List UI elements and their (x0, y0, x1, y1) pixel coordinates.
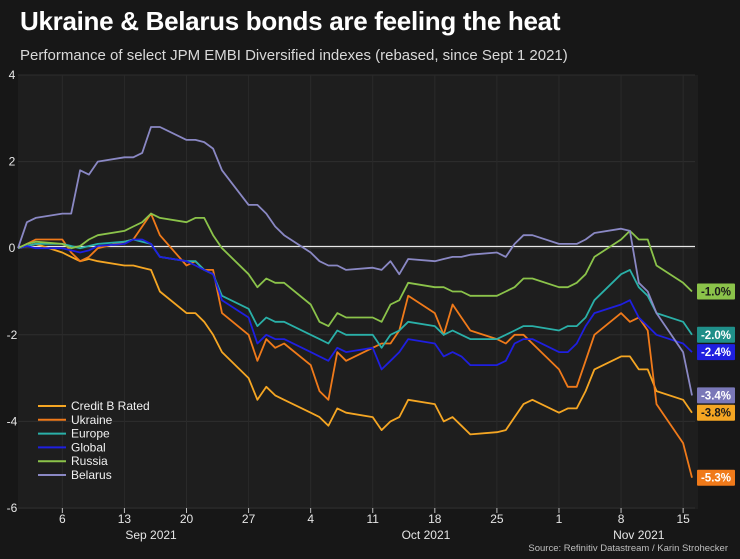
x-tick-label: 18 (428, 512, 442, 526)
month-label: Oct 2021 (402, 528, 451, 542)
end-label-text: -3.4% (701, 390, 731, 402)
legend-label: Belarus (71, 468, 112, 482)
month-label: Sep 2021 (125, 528, 177, 542)
x-tick-label: 20 (180, 512, 194, 526)
y-tick-label: 0 (9, 241, 16, 255)
x-tick-label: 27 (242, 512, 256, 526)
gridlines (18, 74, 695, 509)
end-label-box (697, 326, 735, 343)
legend-label: Europe (71, 427, 110, 441)
end-label-box (697, 344, 735, 361)
end-label-global: -2.4% (697, 344, 735, 361)
end-label-text: -3.8% (701, 408, 731, 420)
x-tick-label: 6 (59, 512, 66, 526)
legend-label: Global (71, 440, 106, 454)
x-tick-label: 8 (618, 512, 625, 526)
y-tick-label: -6 (7, 501, 18, 515)
source-note: Source: Refinitiv Datastream / Karin Str… (528, 543, 728, 554)
end-label-text: -1.0% (701, 287, 731, 299)
month-label: Nov 2021 (613, 528, 665, 542)
end-label-box (697, 387, 735, 404)
end-label-europe: -2.0% (697, 326, 735, 343)
end-label-box (697, 283, 735, 300)
end-label-ukraine: -5.3% (697, 469, 735, 486)
series-line-credit-b-rated (17, 242, 693, 436)
x-tick-label: 15 (676, 512, 690, 526)
end-label-russia: -1.0% (697, 283, 735, 300)
x-tick-label: 13 (118, 512, 132, 526)
end-label-text: -2.4% (701, 347, 731, 359)
y-tick-label: 4 (9, 68, 16, 82)
series-line-belarus (17, 126, 693, 396)
legend-label: Russia (71, 454, 108, 468)
x-tick-label: 25 (490, 512, 504, 526)
series-lines (17, 126, 693, 478)
end-label-box (697, 404, 735, 421)
series-line-global (17, 238, 693, 371)
y-tick-label: 2 (9, 155, 16, 169)
chart-title: Ukraine & Belarus bonds are feeling the … (20, 6, 561, 36)
end-label-text: -5.3% (701, 473, 731, 485)
end-label-text: -2.0% (701, 330, 731, 342)
end-label-belarus: -3.4% (697, 387, 735, 404)
legend-label: Ukraine (71, 413, 113, 427)
plot-area (18, 75, 698, 509)
chart-subtitle: Performance of select JPM EMBI Diversifi… (20, 47, 568, 64)
end-labels: -3.8% -5.3% -2.0% -2.4% -1.0% -3.4% (697, 283, 735, 486)
x-tick-label: 1 (556, 512, 563, 526)
y-tick-label: -2 (7, 328, 18, 342)
end-label-box (697, 469, 735, 486)
legend-label: Credit B Rated (71, 399, 150, 413)
x-tick-label: 4 (307, 512, 314, 526)
x-tick-label: 11 (367, 512, 380, 526)
series-line-russia (17, 212, 693, 328)
y-tick-label: -4 (7, 414, 18, 428)
legend: Credit B RatedUkraineEuropeGlobalRussiaB… (38, 399, 150, 482)
end-label-credit-b-rated: -3.8% (697, 404, 735, 421)
